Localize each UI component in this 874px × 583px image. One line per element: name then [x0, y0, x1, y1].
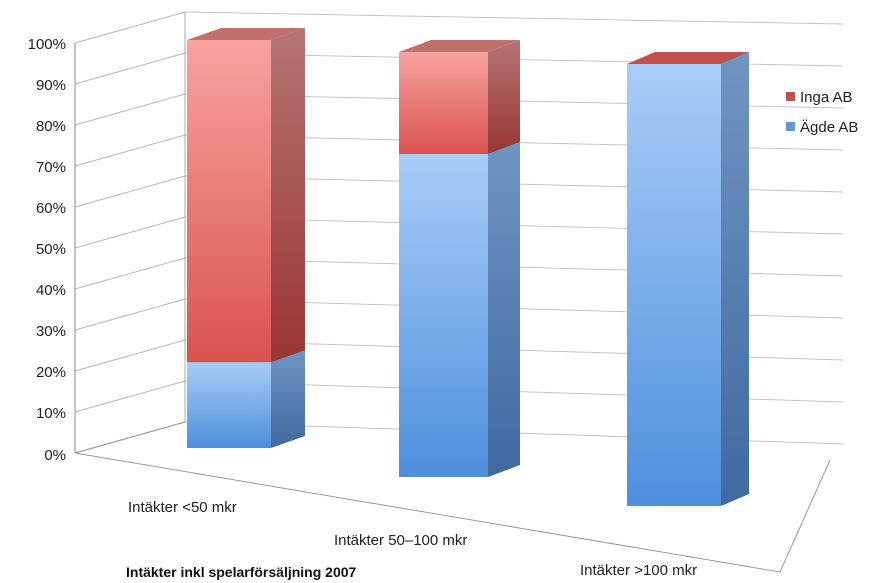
- legend-swatch-agde-ab: [786, 122, 795, 131]
- floor-right-edge: [779, 459, 831, 573]
- bar-segment: [399, 142, 520, 477]
- legend-swatch-inga-ab: [786, 92, 795, 101]
- gridline-left: [74, 339, 186, 372]
- bar-side: [488, 40, 520, 154]
- bar-front: [399, 154, 488, 477]
- gridline-left: [74, 380, 186, 413]
- gridline-left: [74, 298, 186, 331]
- bar-front: [187, 362, 271, 448]
- gridline-left: [74, 11, 186, 44]
- bar-side: [721, 52, 749, 506]
- bar-segment: [187, 28, 305, 363]
- legend-label-agde-ab: Ägde AB: [800, 119, 858, 136]
- y-tick-label: 80%: [36, 118, 66, 135]
- bar-segment: [627, 52, 749, 506]
- gridline: [184, 11, 844, 25]
- y-tick-label: 40%: [36, 282, 66, 299]
- y-tick-label: 30%: [36, 323, 66, 340]
- x-axis: Intäkter <50 mkr Intäkter 50–100 mkr Int…: [128, 499, 697, 579]
- y-tick-label: 20%: [36, 364, 66, 381]
- gridline-left: [74, 93, 186, 126]
- legend-label-inga-ab: Inga AB: [800, 89, 853, 106]
- bar-segment: [187, 350, 305, 448]
- bar-top-cap: [627, 52, 749, 64]
- chart-title: Intäkter inkl spelarförsäljning 2007: [126, 564, 357, 580]
- y-axis: 0% 10% 20% 30% 40% 50% 60% 70% 80% 90% 1…: [28, 36, 66, 464]
- bar-front: [627, 64, 721, 506]
- gridline-left: [74, 134, 186, 167]
- bar-front: [187, 40, 271, 363]
- bar-top: [399, 40, 520, 52]
- floor-left-edge: [74, 421, 186, 454]
- y-tick-label: 0%: [44, 447, 66, 464]
- category-label: Intäkter <50 mkr: [128, 499, 237, 516]
- gridline-left: [74, 257, 186, 290]
- bars-layer: [187, 28, 749, 506]
- bar-side: [271, 28, 305, 363]
- y-tick-label: 60%: [36, 200, 66, 217]
- floor-front-edge: [74, 452, 781, 573]
- y-tick-label: 70%: [36, 159, 66, 176]
- gridline-left: [74, 216, 186, 249]
- bar-top: [187, 28, 305, 40]
- bar-segment: [399, 40, 520, 154]
- y-tick-label: 10%: [36, 405, 66, 422]
- gridline-left: [74, 52, 186, 85]
- y-tick-label: 90%: [36, 77, 66, 94]
- gridline-left: [74, 175, 186, 208]
- bar-side: [271, 350, 305, 448]
- y-tick-label: 50%: [36, 241, 66, 258]
- category-label: Intäkter >100 mkr: [580, 562, 697, 579]
- bar-side: [488, 142, 520, 477]
- category-label: Intäkter 50–100 mkr: [334, 532, 467, 549]
- bar-front: [399, 52, 488, 154]
- legend: Inga AB Ägde AB: [786, 89, 858, 136]
- y-tick-label: 100%: [28, 36, 66, 53]
